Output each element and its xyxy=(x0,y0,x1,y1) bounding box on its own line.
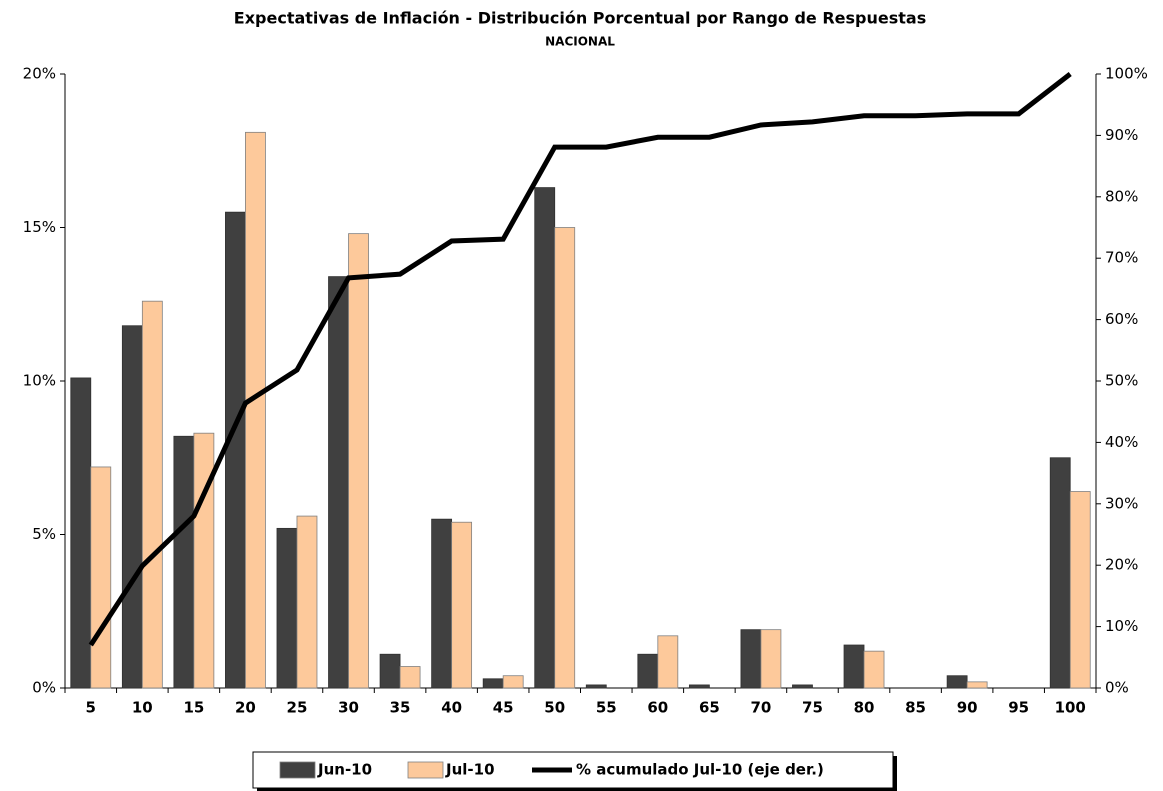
legend-swatch xyxy=(279,761,316,779)
x-tick-label: 30 xyxy=(338,699,359,717)
y-tick-label: 5% xyxy=(32,525,56,543)
y-tick-label: 10% xyxy=(23,372,56,390)
bar xyxy=(760,629,782,689)
bar xyxy=(141,300,163,689)
bar xyxy=(554,227,576,689)
bar xyxy=(245,131,266,689)
bar xyxy=(70,377,92,689)
y2-tick-label: 0% xyxy=(1105,679,1129,697)
bar xyxy=(451,521,473,689)
legend-swatch xyxy=(407,761,444,779)
bar xyxy=(348,233,369,689)
y2-tick-label: 100% xyxy=(1105,65,1148,83)
x-tick-label: 80 xyxy=(854,699,875,717)
x-tick-label: 90 xyxy=(957,699,978,717)
x-tick-label: 45 xyxy=(493,699,514,717)
bar xyxy=(657,635,679,689)
x-tick-label: 40 xyxy=(441,699,462,717)
bar xyxy=(328,276,349,689)
x-tick-label: 75 xyxy=(802,699,823,717)
y-tick-label: 0% xyxy=(32,679,56,697)
y2-tick-label: 10% xyxy=(1105,617,1138,635)
bar xyxy=(193,432,215,689)
bar xyxy=(534,187,556,689)
bar xyxy=(637,653,659,689)
y2-tick-label: 80% xyxy=(1105,187,1138,205)
x-tick-label: 5 xyxy=(86,699,96,717)
bar xyxy=(431,518,453,689)
x-tick-label: 50 xyxy=(544,699,565,717)
y2-tick-label: 20% xyxy=(1105,556,1138,574)
x-tick-label: 85 xyxy=(905,699,926,717)
legend-label: Jun-10 xyxy=(317,761,372,779)
y2-tick-label: 50% xyxy=(1105,372,1138,390)
bar xyxy=(296,515,318,689)
x-tick-label: 95 xyxy=(1008,699,1029,717)
bar xyxy=(585,684,607,689)
bar xyxy=(225,211,246,689)
legend-label: % acumulado Jul-10 (eje der.) xyxy=(576,761,824,779)
x-tick-label: 35 xyxy=(390,699,411,717)
bar xyxy=(379,653,401,689)
bar xyxy=(740,629,762,689)
chart-subtitle: NACIONAL xyxy=(545,35,615,49)
y-tick-label: 20% xyxy=(23,65,56,83)
bar xyxy=(399,666,421,689)
legend-label: Jul-10 xyxy=(445,761,495,779)
bar xyxy=(843,644,865,689)
y2-tick-label: 40% xyxy=(1105,433,1138,451)
bar xyxy=(276,527,298,689)
line-series xyxy=(88,72,1072,647)
bar xyxy=(863,650,885,689)
bar xyxy=(482,678,504,689)
bar xyxy=(90,466,112,689)
bar xyxy=(1069,491,1091,689)
x-tick-label: 15 xyxy=(183,699,204,717)
x-tick-label: 65 xyxy=(699,699,720,717)
y2-tick-label: 30% xyxy=(1105,494,1138,512)
bar xyxy=(121,325,143,689)
y-tick-label: 15% xyxy=(23,218,56,236)
bar xyxy=(173,435,195,689)
x-tick-label: 70 xyxy=(750,699,771,717)
bar xyxy=(688,684,710,689)
x-tick-label: 60 xyxy=(647,699,668,717)
x-tick-label: 10 xyxy=(132,699,153,717)
bar xyxy=(966,681,988,689)
y2-tick-label: 60% xyxy=(1105,310,1138,328)
bar xyxy=(946,675,968,689)
legend-box xyxy=(252,751,894,789)
y2-tick-label: 90% xyxy=(1105,126,1138,144)
x-tick-label: 20 xyxy=(235,699,256,717)
chart-title: Expectativas de Inflación - Distribución… xyxy=(234,9,926,28)
bar xyxy=(502,675,524,689)
x-tick-label: 100 xyxy=(1055,699,1086,717)
bar xyxy=(792,684,813,689)
y2-tick-label: 70% xyxy=(1105,249,1138,267)
x-tick-label: 55 xyxy=(596,699,617,717)
x-tick-label: 25 xyxy=(287,699,308,717)
bar xyxy=(1049,457,1071,689)
